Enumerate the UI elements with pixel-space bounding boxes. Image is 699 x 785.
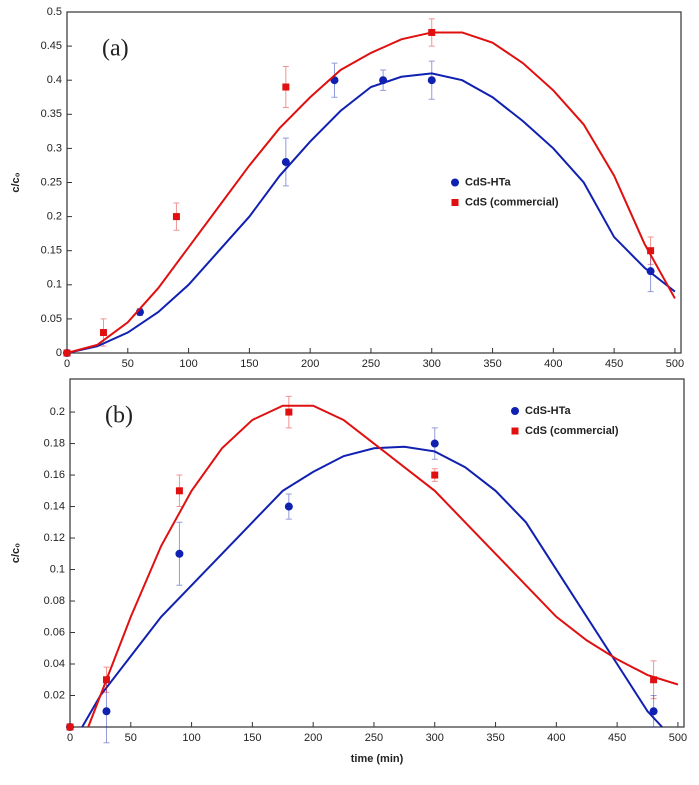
y-tick-label: 0.5 [47, 6, 62, 18]
data-point [102, 676, 110, 684]
data-point [428, 28, 436, 36]
plot-frame [66, 11, 682, 354]
y-tick-label: 0.2 [47, 211, 62, 223]
data-point [647, 247, 655, 255]
x-tick-label: 150 [240, 358, 258, 370]
y-tick-label: 0.02 [44, 689, 65, 701]
y-axis-title: c/c₀ [10, 172, 22, 192]
legend-label: CdS (commercial) [525, 425, 619, 437]
y-tick-label: 0.2 [50, 406, 65, 418]
y-tick-label: 0.35 [41, 108, 62, 120]
y-tick-label: 0.18 [44, 437, 65, 449]
y-tick-label: 0.1 [50, 563, 65, 575]
data-point [284, 502, 293, 511]
x-axis-title: time (min) [351, 753, 404, 765]
legend-marker [451, 199, 459, 206]
y-tick-label: 0.05 [41, 313, 62, 325]
x-tick-label: 500 [666, 358, 684, 370]
data-point [285, 408, 293, 416]
legend-marker [451, 178, 459, 187]
data-point [99, 329, 107, 337]
y-tick-label: 0 [56, 347, 62, 359]
x-tick-label: 250 [365, 732, 383, 744]
x-tick-label: 50 [122, 358, 134, 370]
x-tick-label: 450 [605, 358, 623, 370]
x-tick-label: 350 [483, 358, 501, 370]
data-point [427, 76, 436, 85]
data-point [379, 76, 388, 85]
x-tick-label: 100 [182, 732, 200, 744]
legend-marker [511, 407, 519, 415]
y-tick-label: 0.45 [41, 40, 62, 52]
data-point [175, 549, 184, 558]
plot-frame [69, 378, 685, 728]
x-tick-label: 500 [669, 732, 687, 744]
data-point [172, 213, 180, 221]
y-tick-label: 0.4 [47, 74, 62, 86]
y-tick-label: 0.14 [44, 500, 65, 512]
x-tick-label: 300 [423, 358, 441, 370]
x-tick-label: 0 [67, 732, 73, 744]
y-tick-label: 0.1 [47, 279, 62, 291]
y-tick-label: 0.16 [44, 469, 65, 481]
y-tick-label: 0.06 [44, 626, 65, 638]
x-tick-label: 250 [362, 358, 380, 370]
legend-label: CdS-HTa [465, 176, 512, 188]
panel-label: (a) [102, 36, 129, 62]
y-tick-label: 0.3 [47, 142, 62, 154]
x-tick-label: 200 [304, 732, 322, 744]
data-point [282, 83, 290, 91]
data-point [66, 723, 74, 731]
data-point [649, 707, 658, 716]
panel: 0 50 100 150 200 250 300 350 400 450 500 0.02 0.04 0.… [10, 378, 687, 765]
x-tick-label: 50 [125, 732, 137, 744]
data-point [281, 158, 290, 167]
x-tick-label: 150 [243, 732, 261, 744]
x-tick-label: 200 [301, 358, 319, 370]
panel-label: (b) [105, 403, 133, 429]
x-tick-label: 400 [544, 358, 562, 370]
data-point [175, 487, 183, 495]
y-axis-title: c/c₀ [10, 543, 22, 563]
x-tick-label: 100 [179, 358, 197, 370]
fit-curve [81, 445, 663, 728]
legend-label: CdS (commercial) [465, 196, 559, 208]
y-tick-label: 0.15 [41, 245, 62, 257]
panel: 0 50 100 150 200 250 300 350 400 450 500 0 0.05 0.1 0.… [10, 6, 684, 370]
data-point [430, 439, 439, 448]
y-tick-label: 0.25 [41, 176, 62, 188]
data-point [63, 349, 71, 357]
fit-curve [66, 72, 676, 354]
data-point [102, 707, 111, 716]
fit-curve [66, 31, 676, 354]
y-tick-label: 0.12 [44, 532, 65, 544]
data-point [646, 267, 655, 276]
x-tick-label: 400 [547, 732, 565, 744]
legend-label: CdS-HTa [525, 405, 572, 417]
fit-curve [87, 404, 679, 728]
y-tick-label: 0.04 [44, 658, 65, 670]
x-tick-label: 0 [64, 358, 70, 370]
data-point [650, 676, 658, 684]
legend-marker [511, 427, 519, 435]
x-tick-label: 300 [426, 732, 444, 744]
y-tick-label: 0.08 [44, 595, 65, 607]
data-point [431, 471, 439, 479]
x-tick-label: 350 [486, 732, 504, 744]
x-tick-label: 450 [608, 732, 626, 744]
